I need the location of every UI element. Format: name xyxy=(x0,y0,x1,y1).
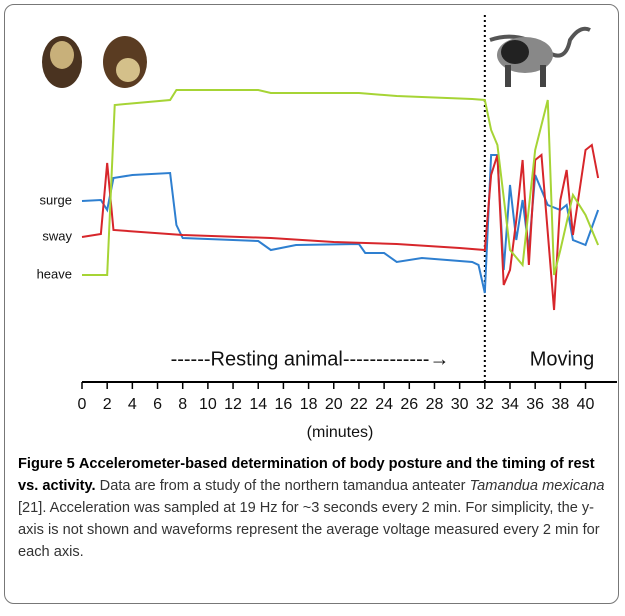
x-tick-label: 18 xyxy=(300,396,318,413)
x-tick-label: 16 xyxy=(275,396,293,413)
x-tick-label: 24 xyxy=(375,396,393,413)
chart: ------Resting animal-------------→ Movin… xyxy=(37,15,617,441)
x-axis-label: (minutes) xyxy=(307,424,374,441)
x-tick-label: 2 xyxy=(103,396,112,413)
caption-title: Accelerometer-based determination of bod… xyxy=(18,456,595,494)
x-tick-label: 14 xyxy=(249,396,267,413)
caption: Figure 5 Accelerometer-based determinati… xyxy=(18,453,614,563)
x-tick-label: 4 xyxy=(128,396,137,413)
x-tick-label: 38 xyxy=(551,396,569,413)
x-tick-label: 10 xyxy=(199,396,217,413)
series-line xyxy=(81,154,600,294)
x-tick-label: 20 xyxy=(325,396,343,413)
anteater-icons xyxy=(42,26,591,88)
legend-label: surge xyxy=(39,192,72,207)
x-tick-label: 34 xyxy=(501,396,519,413)
x-tick-label: 6 xyxy=(153,396,162,413)
x-tick-label: 36 xyxy=(526,396,544,413)
x-tick-label: 12 xyxy=(224,396,242,413)
x-tick-label: 22 xyxy=(350,396,368,413)
figure-frame xyxy=(4,4,619,604)
species: Tamandua mexicana xyxy=(469,478,605,494)
legend-label: heave xyxy=(37,266,72,281)
x-tick-label: 0 xyxy=(78,396,87,413)
x-tick-label: 28 xyxy=(426,396,444,413)
annotation: Moving xyxy=(530,348,594,370)
x-tick-label: 30 xyxy=(451,396,469,413)
x-tick-label: 26 xyxy=(400,396,418,413)
caption-text: Data are from a study of the northern ta… xyxy=(99,478,466,494)
series-line xyxy=(81,143,600,311)
series-line xyxy=(82,89,600,276)
annotation: ------Resting animal-------------→ xyxy=(171,348,450,370)
x-tick-label: 32 xyxy=(476,396,494,413)
legend-label: sway xyxy=(42,228,72,243)
caption-label: Figure 5 xyxy=(18,456,75,472)
x-tick-label: 40 xyxy=(577,396,595,413)
caption-text: [21]. Acceleration was sampled at 19 Hz … xyxy=(18,500,600,560)
x-tick-label: 8 xyxy=(178,396,187,413)
